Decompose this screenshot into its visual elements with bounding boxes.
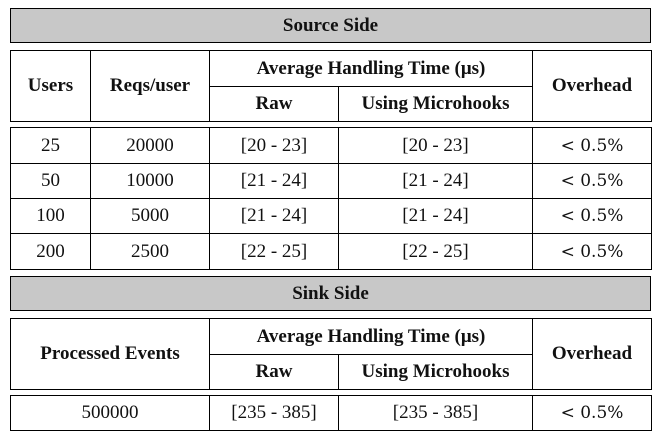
cell-reqs: 20000 (90, 127, 210, 164)
header-processed-events: Processed Events (10, 318, 210, 390)
source-data-table: 25 20000 [20 - 23] [20 - 23] < 0.5% 50 1… (10, 127, 652, 270)
cell-raw: [20 - 23] (209, 127, 339, 164)
cell-microhooks: [20 - 23] (338, 127, 533, 164)
header-reqs-per-user: Reqs/user (90, 50, 210, 122)
source-side-title: Source Side (282, 14, 379, 36)
table-row: 25 20000 [20 - 23] [20 - 23] < 0.5% (10, 127, 652, 164)
cell-raw: [21 - 24] (209, 163, 339, 199)
header-users: Users (10, 50, 91, 122)
cell-events: 500000 (10, 395, 210, 431)
source-header-table: Users Reqs/user Average Handling Time (μ… (10, 50, 652, 122)
sink-header-table: Processed Events Average Handling Time (… (10, 318, 652, 390)
table-row: 500000 [235 - 385] [235 - 385] < 0.5% (10, 395, 652, 431)
cell-users: 200 (10, 233, 91, 270)
sink-side-banner: Sink Side (10, 276, 651, 311)
cell-users: 50 (10, 163, 91, 199)
cell-overhead: < 0.5% (532, 395, 652, 431)
table-row: 100 5000 [21 - 24] [21 - 24] < 0.5% (10, 198, 652, 234)
cell-microhooks: [21 - 24] (338, 163, 533, 199)
cell-microhooks: [22 - 25] (338, 233, 533, 270)
table-row: 200 2500 [22 - 25] [22 - 25] < 0.5% (10, 233, 652, 270)
cell-overhead: < 0.5% (532, 163, 652, 199)
sink-side-title: Sink Side (292, 282, 369, 304)
header-using-microhooks: Using Microhooks (338, 86, 533, 122)
cell-reqs: 10000 (90, 163, 210, 199)
header-average-handling-time: Average Handling Time (μs) (209, 318, 533, 355)
header-average-handling-time: Average Handling Time (μs) (209, 50, 533, 87)
cell-reqs: 5000 (90, 198, 210, 234)
header-using-microhooks: Using Microhooks (338, 354, 533, 390)
cell-microhooks: [21 - 24] (338, 198, 533, 234)
cell-overhead: < 0.5% (532, 233, 652, 270)
cell-users: 25 (10, 127, 91, 164)
cell-raw: [22 - 25] (209, 233, 339, 270)
cell-users: 100 (10, 198, 91, 234)
cell-raw: [21 - 24] (209, 198, 339, 234)
header-overhead: Overhead (532, 50, 652, 122)
sink-data-table: 500000 [235 - 385] [235 - 385] < 0.5% (10, 395, 652, 431)
header-raw: Raw (209, 354, 339, 390)
header-overhead: Overhead (532, 318, 652, 390)
header-raw: Raw (209, 86, 339, 122)
cell-raw: [235 - 385] (209, 395, 339, 431)
cell-microhooks: [235 - 385] (338, 395, 533, 431)
table-row: 50 10000 [21 - 24] [21 - 24] < 0.5% (10, 163, 652, 199)
cell-overhead: < 0.5% (532, 127, 652, 164)
cell-overhead: < 0.5% (532, 198, 652, 234)
source-side-banner: Source Side (10, 8, 651, 43)
cell-reqs: 2500 (90, 233, 210, 270)
